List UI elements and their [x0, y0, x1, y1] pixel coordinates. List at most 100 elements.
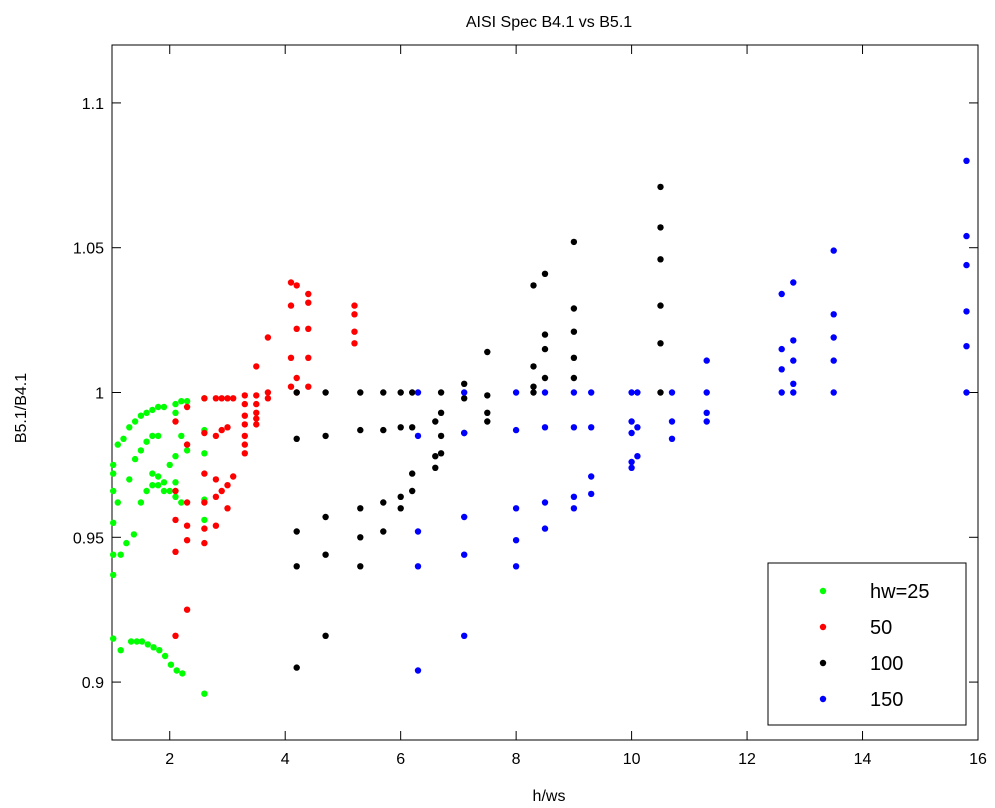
legend-marker — [819, 659, 827, 667]
data-point — [155, 403, 162, 411]
data-point — [541, 374, 549, 382]
data-point — [657, 389, 664, 396]
data-point — [357, 534, 364, 541]
data-point — [380, 499, 387, 506]
data-point — [117, 647, 124, 654]
data-point — [305, 354, 312, 361]
data-point — [380, 426, 387, 434]
data-point — [830, 357, 837, 364]
y-tick-label: 1 — [95, 386, 104, 403]
data-point — [241, 400, 248, 408]
data-point — [541, 389, 549, 396]
data-point — [149, 482, 156, 489]
data-point — [461, 632, 468, 639]
legend-label: 100 — [870, 653, 903, 675]
data-point — [570, 354, 578, 361]
data-point — [628, 464, 635, 471]
data-point — [179, 670, 186, 677]
data-point — [212, 522, 220, 529]
data-point — [530, 383, 537, 390]
data-point — [230, 473, 237, 480]
data-point — [241, 412, 248, 419]
data-point — [264, 389, 272, 396]
data-point — [183, 606, 191, 613]
data-point — [830, 247, 837, 254]
data-point — [123, 539, 130, 547]
data-point — [628, 418, 635, 425]
data-point — [160, 487, 168, 495]
data-point — [137, 499, 145, 506]
data-point — [253, 400, 260, 408]
data-point — [461, 380, 468, 387]
data-point — [414, 432, 422, 440]
data-point — [657, 256, 664, 263]
data-point — [110, 461, 117, 469]
data-point — [287, 279, 295, 286]
legend-item: hw=25 — [819, 581, 930, 603]
data-point — [357, 426, 364, 434]
data-point — [167, 661, 175, 668]
data-point — [287, 302, 295, 309]
data-point — [149, 432, 156, 440]
data-point — [397, 424, 404, 431]
data-point — [183, 522, 191, 529]
data-point — [253, 409, 260, 416]
data-point — [201, 450, 208, 457]
data-point — [414, 389, 422, 396]
data-point — [178, 398, 185, 405]
data-point — [144, 641, 151, 648]
data-point — [172, 548, 179, 555]
data-point — [414, 528, 422, 535]
data-point — [703, 409, 710, 416]
data-point — [173, 667, 180, 674]
data-point — [657, 224, 664, 231]
data-point — [201, 690, 208, 697]
data-point — [143, 438, 150, 445]
data-point — [963, 232, 970, 240]
data-point — [293, 374, 300, 382]
data-point — [588, 424, 595, 431]
data-point — [172, 487, 179, 495]
data-point — [264, 395, 272, 402]
data-point — [201, 470, 208, 477]
data-point — [224, 424, 231, 431]
data-point — [512, 537, 520, 544]
data-point — [484, 409, 491, 416]
data-point — [137, 412, 145, 419]
data-point — [253, 363, 260, 370]
data-point — [201, 429, 208, 437]
data-point — [133, 638, 140, 645]
y-tick-label: 0.95 — [73, 530, 104, 547]
data-point — [127, 638, 135, 645]
y-tick-label: 1.05 — [73, 241, 104, 258]
data-point — [668, 435, 676, 442]
data-point — [155, 473, 162, 480]
data-point — [114, 441, 122, 448]
data-point — [461, 429, 468, 437]
data-point — [155, 482, 162, 489]
data-point — [155, 432, 162, 440]
series-150 — [414, 157, 970, 674]
data-point — [172, 516, 179, 524]
data-point — [830, 311, 837, 318]
data-point — [530, 282, 537, 289]
data-point — [117, 551, 124, 558]
data-point — [126, 424, 133, 431]
data-point — [409, 424, 416, 431]
data-point — [963, 343, 970, 350]
legend-marker — [819, 587, 827, 595]
data-point — [172, 453, 179, 460]
series-50 — [172, 279, 358, 639]
data-point — [241, 421, 248, 428]
data-point — [166, 487, 173, 495]
data-point — [437, 450, 445, 457]
data-point — [409, 389, 416, 396]
data-point — [461, 389, 468, 396]
y-tick-label: 1.1 — [82, 96, 104, 113]
legend-item: 100 — [819, 653, 903, 675]
data-point — [201, 539, 208, 547]
data-point — [143, 409, 150, 416]
data-point — [432, 464, 439, 471]
data-point — [570, 328, 578, 335]
legend-label: 150 — [870, 689, 903, 711]
